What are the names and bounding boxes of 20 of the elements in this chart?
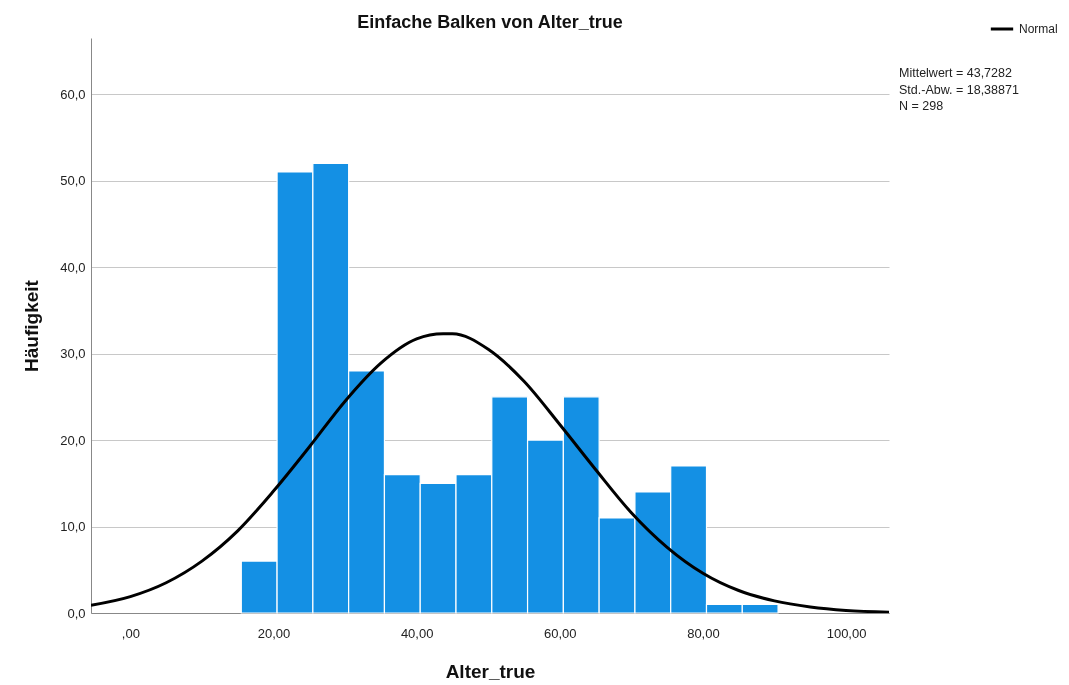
y-axis-title: Häufigkeit [21,279,43,372]
y-tick-label: 20,0 [60,432,86,448]
text: N = 298 [899,99,944,113]
y-tick-label: 60,0 [60,86,86,102]
x-tick-label: 20,00 [257,625,291,641]
chart-title: Einfache Balken von Alter_true [357,12,623,32]
legend-label: Normal [1019,22,1058,36]
y-tick-label: 50,0 [60,173,86,189]
x-tick-label: ,00 [121,625,140,641]
text: Std.-Abw. = 18,38871 [899,82,1019,97]
x-tick-label: 40,00 [400,625,434,641]
y-tick-label: 30,0 [60,346,86,362]
x-tick-label: 60,00 [544,625,577,641]
y-tick-label: 10,0 [60,519,86,535]
y-tick-label: 0,0 [67,605,86,621]
y-tick-label: 40,0 [60,259,86,275]
x-tick-label: 80,00 [687,625,720,641]
x-axis-title: Alter_true [445,660,536,682]
x-tick-label: 100,00 [826,625,867,641]
text: Mittelwert = 43,7282 [899,66,1012,80]
